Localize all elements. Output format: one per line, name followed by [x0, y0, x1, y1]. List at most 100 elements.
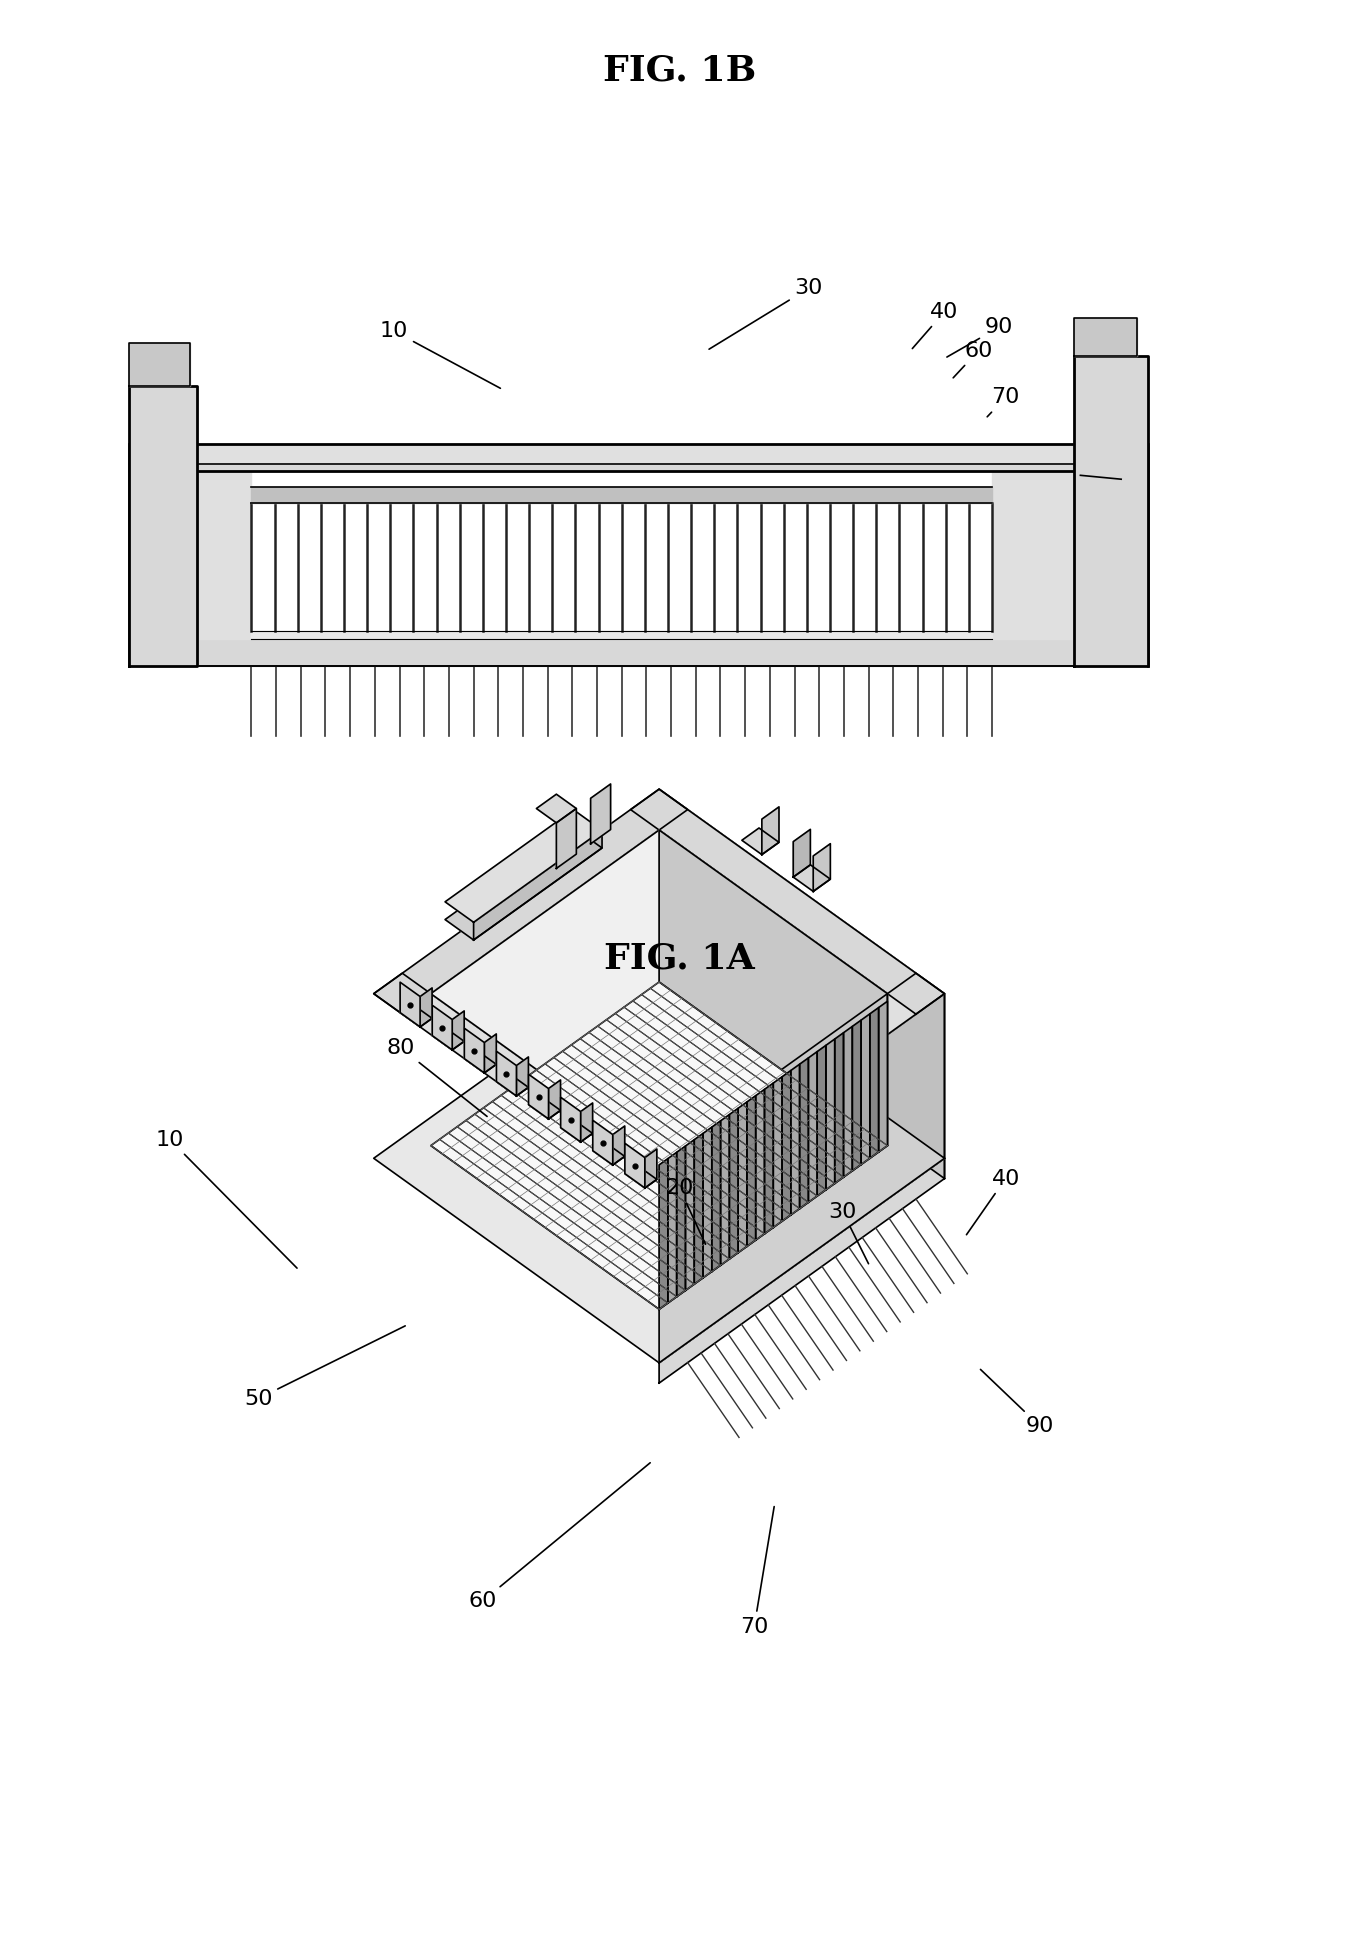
Polygon shape [730, 1108, 738, 1258]
Polygon shape [129, 639, 1148, 666]
Text: 70: 70 [987, 388, 1019, 417]
Text: 10: 10 [156, 1130, 298, 1268]
Polygon shape [465, 1029, 484, 1073]
Text: 60: 60 [953, 341, 992, 378]
Polygon shape [659, 1159, 667, 1309]
Polygon shape [844, 1027, 852, 1177]
Polygon shape [251, 487, 992, 503]
Polygon shape [685, 1140, 694, 1290]
Polygon shape [720, 1114, 730, 1264]
Polygon shape [465, 1050, 496, 1073]
Polygon shape [852, 1021, 862, 1171]
Polygon shape [496, 1052, 516, 1097]
Polygon shape [129, 464, 1148, 471]
Polygon shape [431, 982, 887, 1309]
Text: 50: 50 [245, 1327, 405, 1408]
Polygon shape [879, 1001, 887, 1151]
Polygon shape [794, 830, 810, 877]
Polygon shape [400, 982, 420, 1027]
Polygon shape [809, 1052, 817, 1202]
Polygon shape [549, 1079, 560, 1118]
Polygon shape [591, 783, 610, 843]
Polygon shape [646, 1149, 656, 1188]
Polygon shape [561, 1118, 593, 1142]
Polygon shape [659, 955, 945, 1179]
Polygon shape [870, 1007, 879, 1159]
Polygon shape [529, 1097, 560, 1118]
Polygon shape [747, 1095, 756, 1247]
Polygon shape [374, 974, 688, 1198]
Polygon shape [400, 1003, 432, 1027]
Text: 40: 40 [912, 302, 958, 349]
Text: 10: 10 [381, 321, 500, 388]
Polygon shape [484, 1034, 496, 1073]
Polygon shape [834, 1032, 844, 1182]
Text: 70: 70 [741, 1506, 775, 1636]
Text: 40: 40 [966, 1169, 1019, 1235]
Text: 60: 60 [469, 1463, 650, 1611]
Polygon shape [625, 1165, 656, 1188]
Polygon shape [446, 810, 602, 921]
Polygon shape [143, 444, 1135, 464]
Polygon shape [742, 828, 779, 855]
Polygon shape [496, 1073, 529, 1097]
Polygon shape [791, 1064, 799, 1216]
Polygon shape [446, 828, 602, 941]
Text: 90: 90 [947, 318, 1012, 356]
Polygon shape [516, 1058, 529, 1097]
Polygon shape [659, 789, 945, 1159]
Polygon shape [631, 974, 945, 1198]
Text: FIG. 1A: FIG. 1A [605, 941, 754, 976]
Polygon shape [794, 865, 830, 892]
Polygon shape [561, 1097, 580, 1142]
Polygon shape [580, 1103, 593, 1142]
Polygon shape [773, 1077, 781, 1227]
Polygon shape [129, 386, 197, 666]
Polygon shape [129, 471, 251, 639]
Polygon shape [694, 1134, 703, 1284]
Text: FIG. 1B: FIG. 1B [603, 53, 756, 88]
Polygon shape [431, 830, 887, 1157]
Polygon shape [129, 343, 190, 386]
Polygon shape [593, 1142, 625, 1165]
Polygon shape [738, 1103, 747, 1253]
Polygon shape [420, 988, 432, 1027]
Text: 80: 80 [387, 1038, 487, 1116]
Polygon shape [432, 1027, 465, 1050]
Text: 30: 30 [709, 279, 822, 349]
Polygon shape [659, 993, 887, 1309]
Polygon shape [613, 1126, 625, 1165]
Polygon shape [474, 830, 602, 941]
Polygon shape [537, 795, 576, 822]
Polygon shape [659, 1159, 945, 1383]
Polygon shape [799, 1058, 809, 1208]
Polygon shape [659, 993, 945, 1364]
Polygon shape [432, 1005, 453, 1050]
Polygon shape [813, 843, 830, 892]
Polygon shape [762, 806, 779, 855]
Polygon shape [374, 955, 945, 1364]
Polygon shape [765, 1083, 773, 1233]
Polygon shape [1074, 356, 1148, 666]
Polygon shape [529, 1073, 549, 1118]
Polygon shape [781, 1071, 791, 1221]
Polygon shape [817, 1046, 826, 1196]
Polygon shape [756, 1089, 765, 1241]
Polygon shape [593, 1120, 613, 1165]
Polygon shape [826, 1038, 834, 1190]
Polygon shape [374, 789, 688, 1015]
Polygon shape [1074, 318, 1137, 356]
Polygon shape [659, 830, 887, 1145]
Polygon shape [631, 789, 945, 1015]
Polygon shape [992, 471, 1148, 639]
Polygon shape [712, 1120, 720, 1272]
Polygon shape [677, 1145, 685, 1297]
Polygon shape [625, 1143, 646, 1188]
Text: 30: 30 [829, 1202, 868, 1264]
Text: 90: 90 [980, 1369, 1053, 1436]
Polygon shape [862, 1013, 870, 1165]
Polygon shape [667, 1153, 677, 1303]
Text: 20: 20 [666, 1179, 705, 1245]
Polygon shape [453, 1011, 465, 1050]
Polygon shape [556, 808, 576, 869]
